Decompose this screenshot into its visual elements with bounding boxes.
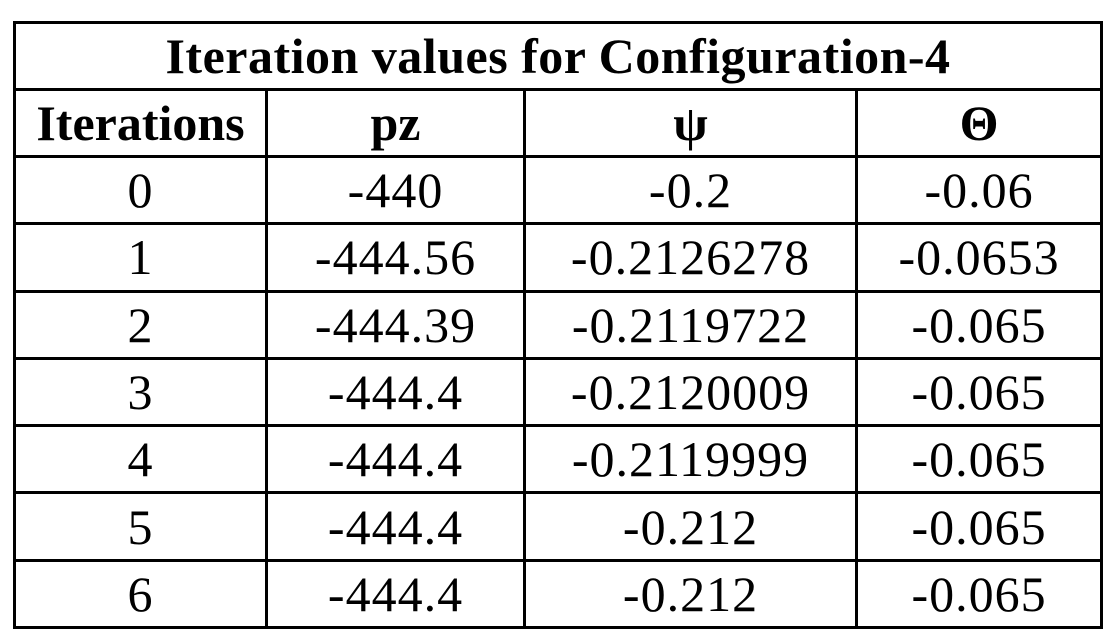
iteration-cell: 4 bbox=[13, 424, 268, 495]
table-row: 4 -444.4 -0.2119999 -0.065 bbox=[13, 424, 1104, 495]
pz-cell: -444.56 bbox=[265, 222, 526, 293]
pz-cell: -444.4 bbox=[265, 558, 526, 630]
iteration-cell: 1 bbox=[13, 222, 268, 293]
theta-cell: -0.06 bbox=[854, 154, 1104, 226]
table-row: 6 -444.4 -0.212 -0.065 bbox=[13, 558, 1104, 630]
pz-cell: -444.4 bbox=[265, 356, 526, 428]
table-row: 5 -444.4 -0.212 -0.065 bbox=[13, 491, 1104, 562]
pz-cell: -444.4 bbox=[265, 424, 526, 495]
iteration-cell: 5 bbox=[13, 491, 268, 562]
theta-cell: -0.065 bbox=[854, 424, 1104, 495]
table-row: 0 -440 -0.2 -0.06 bbox=[13, 154, 1104, 226]
header-row: Iterations pz ψ Θ bbox=[13, 88, 1104, 158]
theta-cell: -0.0653 bbox=[854, 222, 1104, 293]
pz-cell: -444.39 bbox=[265, 289, 526, 360]
pz-cell: -444.4 bbox=[265, 491, 526, 562]
psi-cell: -0.2120009 bbox=[523, 356, 858, 428]
iteration-values-table: Iteration values for Configuration-4 Ite… bbox=[12, 21, 1104, 630]
column-header-psi: ψ bbox=[523, 88, 858, 158]
theta-cell: -0.065 bbox=[854, 558, 1104, 630]
psi-cell: -0.2126278 bbox=[523, 222, 858, 293]
table-row: 3 -444.4 -0.2120009 -0.065 bbox=[13, 356, 1104, 428]
pz-cell: -440 bbox=[265, 154, 526, 226]
psi-cell: -0.212 bbox=[523, 491, 858, 562]
title-row: Iteration values for Configuration-4 bbox=[12, 21, 1104, 91]
psi-cell: -0.2119999 bbox=[523, 424, 858, 495]
iteration-cell: 3 bbox=[13, 356, 268, 428]
theta-cell: -0.065 bbox=[854, 289, 1104, 360]
psi-cell: -0.2 bbox=[523, 154, 858, 226]
iteration-cell: 0 bbox=[13, 154, 268, 226]
theta-cell: -0.065 bbox=[854, 356, 1104, 428]
psi-cell: -0.2119722 bbox=[523, 289, 858, 360]
column-header-pz: pz bbox=[265, 88, 526, 158]
table-title: Iteration values for Configuration-4 bbox=[12, 21, 1104, 91]
iteration-cell: 6 bbox=[13, 558, 268, 630]
column-header-iterations: Iterations bbox=[13, 88, 268, 158]
psi-cell: -0.212 bbox=[523, 558, 858, 630]
column-header-theta: Θ bbox=[854, 88, 1104, 158]
table-row: 1 -444.56 -0.2126278 -0.0653 bbox=[13, 222, 1104, 293]
table-row: 2 -444.39 -0.2119722 -0.065 bbox=[13, 289, 1104, 360]
theta-cell: -0.065 bbox=[854, 491, 1104, 562]
iteration-cell: 2 bbox=[13, 289, 268, 360]
